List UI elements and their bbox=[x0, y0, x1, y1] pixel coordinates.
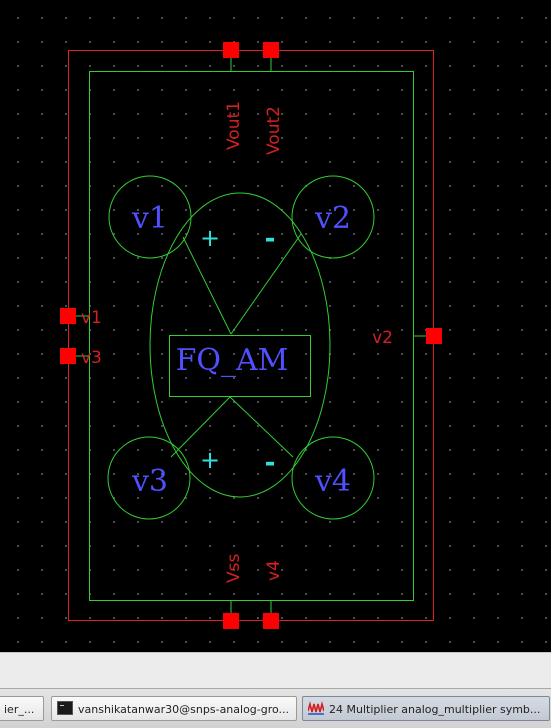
pin-v1-left[interactable] bbox=[60, 308, 76, 324]
polarity-plus-bottom: + bbox=[200, 446, 220, 474]
waveform-icon bbox=[308, 701, 324, 715]
terminal-circle-v2 bbox=[291, 175, 375, 259]
pin-label-vout2: Vout2 bbox=[264, 106, 284, 155]
terminal-label-v1: v1 bbox=[131, 201, 168, 236]
taskbar-item-label: 24 Multiplier analog_multiplier symb... bbox=[329, 702, 541, 716]
terminal-icon bbox=[57, 701, 73, 715]
connector-v2 bbox=[230, 233, 302, 335]
pin-label-v2-right: v2 bbox=[372, 328, 393, 348]
taskbar: ier_... vanshikatanwar30@snps-analog-gro… bbox=[0, 688, 551, 728]
taskbar-item-virtuoso-symbol[interactable]: 24 Multiplier analog_multiplier symb... bbox=[302, 696, 550, 721]
pin-label-v4-bottom: v4 bbox=[264, 560, 284, 581]
pin-label-vout1: Vout1 bbox=[224, 101, 244, 150]
connector-v4 bbox=[229, 396, 294, 458]
terminal-label-v4: v4 bbox=[314, 464, 351, 499]
pin-v3-left[interactable] bbox=[60, 348, 76, 364]
terminal-circle-v3 bbox=[107, 436, 191, 520]
pin-v4-bottom[interactable] bbox=[263, 613, 279, 629]
pin-label-vss: Vss bbox=[224, 554, 244, 583]
pin-vss[interactable] bbox=[223, 613, 239, 629]
polarity-plus-top: + bbox=[200, 224, 220, 252]
polarity-minus-bottom: - bbox=[265, 448, 276, 478]
connector-v3 bbox=[170, 396, 231, 458]
terminal-label-v2: v2 bbox=[314, 201, 351, 236]
taskbar-item-window-1[interactable]: ier_... bbox=[0, 696, 44, 721]
terminal-circle-v4 bbox=[291, 436, 375, 520]
schematic-canvas[interactable]: Vout1 Vout2 Vss v4 v1 v3 v2 v1 v2 v3 v4 … bbox=[0, 0, 551, 652]
terminal-circle-v1 bbox=[108, 175, 192, 259]
connector-v1 bbox=[182, 236, 232, 335]
pin-vout2[interactable] bbox=[263, 42, 279, 58]
pin-vout1[interactable] bbox=[223, 42, 239, 58]
symbol-drawing[interactable]: Vout1 Vout2 Vss v4 v1 v3 v2 v1 v2 v3 v4 … bbox=[0, 0, 551, 652]
pin-label-v1-left: v1 bbox=[81, 308, 102, 328]
taskbar-item-label: ier_... bbox=[4, 702, 35, 716]
taskbar-item-terminal[interactable]: vanshikatanwar30@snps-analog-gro... bbox=[51, 696, 297, 721]
status-bar bbox=[0, 652, 551, 689]
polarity-minus-top: - bbox=[265, 224, 276, 254]
instance-name-box[interactable] bbox=[169, 335, 311, 397]
pin-label-v3-left: v3 bbox=[81, 348, 102, 368]
taskbar-item-label: vanshikatanwar30@snps-analog-gro... bbox=[78, 702, 290, 716]
terminal-label-v3: v3 bbox=[131, 464, 168, 499]
multiplier-ellipse bbox=[149, 192, 331, 498]
pin-v2-right[interactable] bbox=[426, 328, 442, 344]
instance-name-label: FQ_AM bbox=[176, 343, 289, 378]
